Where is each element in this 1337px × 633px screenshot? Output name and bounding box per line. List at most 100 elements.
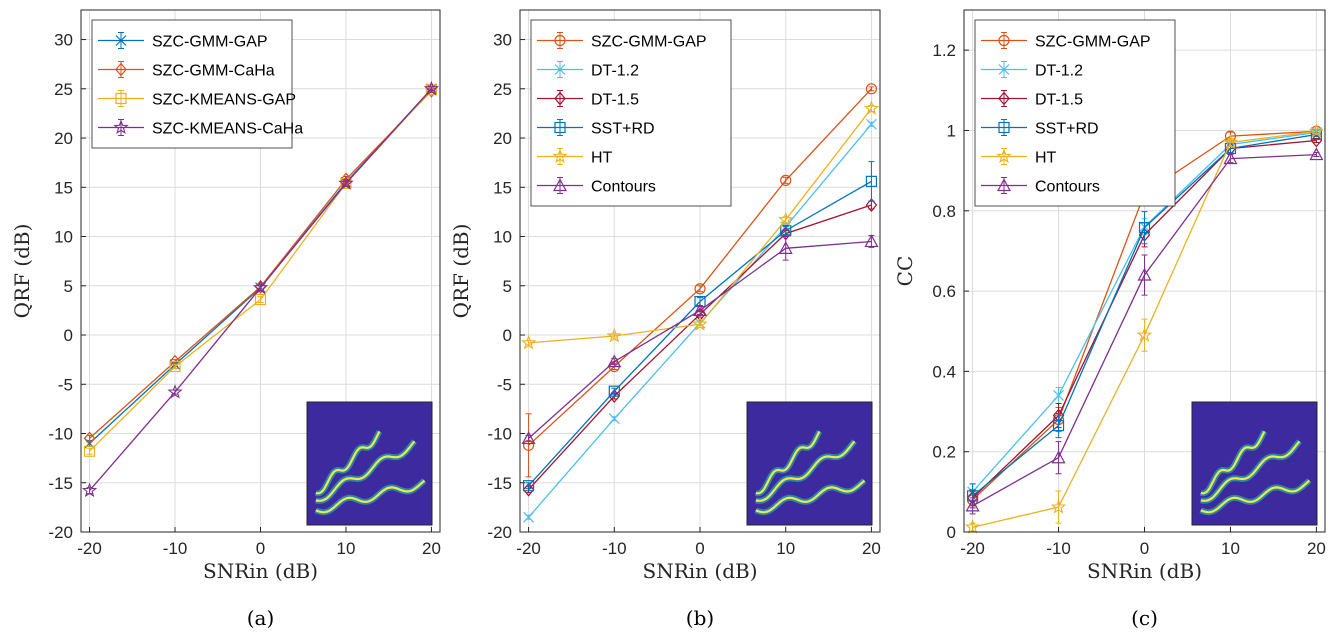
legend-box xyxy=(974,19,1176,207)
y-axis-label: QRF (dB) xyxy=(449,224,473,319)
data-point xyxy=(1053,390,1064,401)
y-tick-label: -10 xyxy=(487,425,512,444)
data-point xyxy=(780,225,792,237)
legend-marker xyxy=(998,91,1010,106)
legend-label: SZC-GMM-GAP xyxy=(591,34,707,51)
data-point xyxy=(606,327,622,343)
y-tick-label: 20 xyxy=(54,129,73,148)
legend-label: Contours xyxy=(1035,179,1100,196)
legend-label: SZC-KMEANS-GAP xyxy=(152,92,296,109)
x-tick-label: 0 xyxy=(256,539,265,558)
legend-label: HT xyxy=(591,150,613,167)
panel-caption: (b) xyxy=(686,606,714,630)
legend-marker xyxy=(552,178,568,192)
y-tick-label: 0.8 xyxy=(932,202,956,221)
y-tick-label: -20 xyxy=(487,523,512,542)
legend-marker xyxy=(998,121,1010,134)
error-bar xyxy=(525,482,532,490)
data-point xyxy=(425,84,438,96)
series-HT xyxy=(964,123,1325,534)
y-tick-label: 5 xyxy=(64,277,73,296)
data-point xyxy=(865,198,878,212)
x-tick-label: 0 xyxy=(1140,539,1149,558)
data-point xyxy=(778,241,793,254)
error-bar xyxy=(1141,211,1148,245)
error-bar xyxy=(257,296,264,304)
y-tick-label: 15 xyxy=(54,178,73,197)
series-SST+RD xyxy=(522,161,878,492)
legend-label: SZC-GMM-GAP xyxy=(1035,34,1151,51)
y-tick-label: 5 xyxy=(503,277,512,296)
legend-box xyxy=(530,19,732,207)
x-tick-label: -10 xyxy=(602,539,627,558)
x-tick-label: -20 xyxy=(77,539,102,558)
legend-label: Contours xyxy=(591,179,656,196)
y-tick-label: -15 xyxy=(48,474,73,493)
legend-marker xyxy=(996,148,1012,164)
inset-image xyxy=(1191,401,1318,526)
error-bar xyxy=(1055,490,1062,524)
data-point xyxy=(608,385,620,397)
data-point xyxy=(1138,222,1151,234)
data-point xyxy=(1222,134,1239,150)
inset-background xyxy=(1191,401,1318,526)
y-tick-label: 0.2 xyxy=(932,443,956,462)
legend-label: SST+RD xyxy=(591,121,655,138)
data-point xyxy=(1308,123,1325,138)
data-point xyxy=(522,480,535,492)
x-tick-label: -10 xyxy=(163,539,188,558)
error-bar xyxy=(1055,441,1062,475)
data-point xyxy=(167,384,183,399)
data-point xyxy=(254,279,267,294)
data-point xyxy=(1309,147,1324,161)
y-tick-label: -5 xyxy=(497,375,512,394)
inset-chirp-line xyxy=(315,479,426,514)
y-tick-label: -10 xyxy=(48,425,73,444)
error-bar xyxy=(782,236,789,261)
error-bar xyxy=(782,176,789,184)
data-point xyxy=(83,445,96,457)
data-point xyxy=(1052,419,1065,432)
legend-marker xyxy=(552,148,568,164)
y-tick-label: 20 xyxy=(493,129,512,148)
data-point xyxy=(865,83,878,95)
legend-marker xyxy=(554,64,566,75)
y-tick-label: 1.2 xyxy=(932,41,956,60)
y-tick-label: 1 xyxy=(947,121,956,140)
data-point xyxy=(692,303,708,316)
x-axis-label: SNRin (dB) xyxy=(1087,559,1202,583)
panel-b: -20 -10 0 10 20 -20 -15 -10 -5 0 5 10 15 20 25 30 SZC-GM… xyxy=(449,9,881,630)
error-bar xyxy=(611,387,618,395)
axes-frame xyxy=(519,9,881,533)
inset-chirp-line xyxy=(315,430,381,495)
y-tick-label: -5 xyxy=(58,375,73,394)
legend-label: DT-1.5 xyxy=(591,92,639,109)
inset-chirp-line xyxy=(755,479,866,514)
data-point xyxy=(523,511,534,523)
x-tick-label: 10 xyxy=(1221,539,1240,558)
y-axis-label: QRF (dB) xyxy=(10,224,34,319)
error-bar xyxy=(1227,154,1234,164)
inset-image xyxy=(746,401,873,526)
error-bar xyxy=(868,161,875,202)
data-point xyxy=(338,175,354,190)
data-point xyxy=(83,431,96,446)
legend-label: DT-1.2 xyxy=(591,63,639,80)
y-tick-label: 0 xyxy=(947,523,956,542)
x-tick-label: 20 xyxy=(862,539,881,558)
legend-label: SST+RD xyxy=(1035,121,1099,138)
x-tick-label: -20 xyxy=(516,539,541,558)
panel-c: -20 -10 0 10 20 0 0.2 0.4 0.6 0.8 1 1.2 SZC-GMM-GAP D… xyxy=(893,9,1326,630)
y-tick-label: -20 xyxy=(48,523,73,542)
error-bar xyxy=(868,86,875,92)
x-axis-label: SNRin (dB) xyxy=(643,559,758,583)
error-bar xyxy=(525,413,532,478)
panel-a: -20 -10 0 10 20 -20 -15 -10 -5 0 5 10 15 20 25 30 SZC-GM… xyxy=(10,9,441,630)
error-bar xyxy=(172,364,179,370)
x-tick-label: 0 xyxy=(695,539,704,558)
legend-marker xyxy=(998,64,1010,75)
data-point xyxy=(169,360,181,373)
data-point xyxy=(1050,499,1067,514)
data-point xyxy=(780,174,792,186)
legend-label: SZC-GMM-GAP xyxy=(152,34,268,51)
